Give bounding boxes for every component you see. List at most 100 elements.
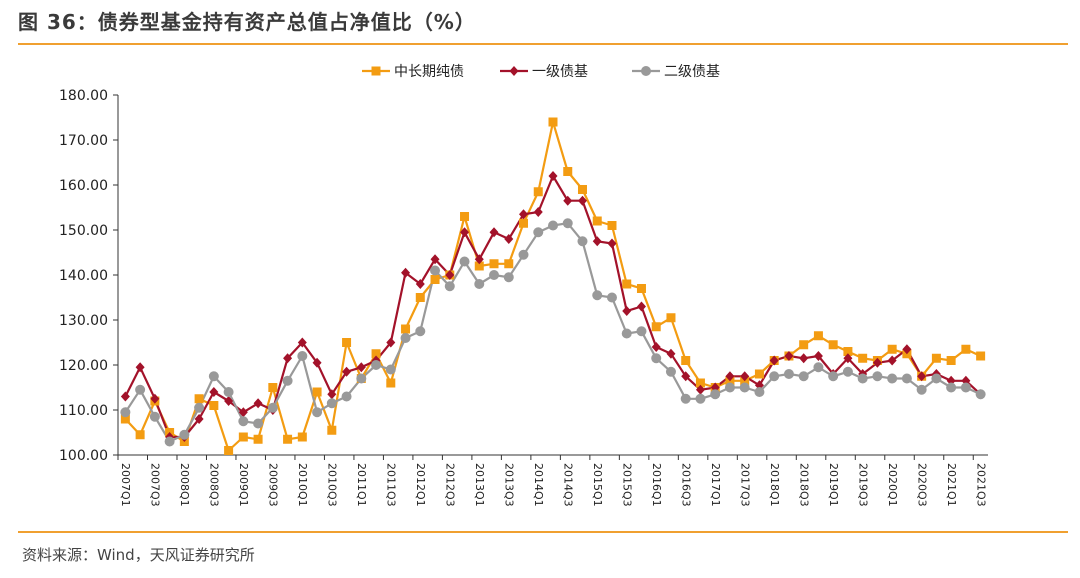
y-tick-label: 110.00 [59,403,108,419]
data-point-series-3 [842,366,853,377]
data-point-series-3 [813,362,824,373]
y-tick-label: 130.00 [59,313,108,329]
data-point-series-1 [533,187,543,197]
x-tick-label: 2007Q1 [119,463,132,507]
data-point-series-3 [916,384,927,395]
data-point-series-2 [681,371,691,382]
data-point-series-3 [179,429,190,440]
data-point-series-2 [415,279,425,289]
x-tick-label: 2015Q1 [591,463,604,507]
data-point-series-3 [754,387,765,397]
data-point-series-1 [371,349,381,359]
data-point-series-2 [194,414,204,424]
y-tick-label: 170.00 [59,133,108,149]
x-tick-label: 2010Q3 [325,463,338,507]
data-point-series-3 [282,375,293,386]
x-tick-label: 2012Q3 [443,463,456,507]
data-point-series-2 [607,238,617,249]
data-point-series-2 [636,301,646,312]
data-point-series-3 [901,373,912,384]
data-point-series-3 [253,418,264,429]
data-point-series-2 [592,236,602,247]
data-point-series-3 [857,373,868,384]
data-point-series-3 [326,398,337,409]
data-point-series-3 [164,436,175,447]
data-point-series-3 [385,364,396,375]
x-tick-label: 2015Q3 [620,463,633,507]
data-point-series-2 [887,355,897,366]
data-point-series-3 [872,371,883,382]
data-point-series-2 [327,389,337,400]
data-point-series-1 [268,383,278,392]
data-point-series-2 [312,357,322,368]
data-point-series-3 [887,373,898,384]
legend-label-3: 二级债基 [664,63,720,80]
data-point-series-2 [489,227,499,238]
data-point-series-3 [946,382,957,393]
data-point-series-2 [401,267,411,278]
data-point-series-1 [858,353,868,363]
data-point-series-2 [799,353,809,364]
data-point-series-3 [341,391,352,402]
data-point-series-2 [253,398,263,409]
y-tick-label: 120.00 [59,358,108,374]
data-point-series-2 [563,195,573,206]
x-tick-label: 2008Q3 [207,463,220,507]
x-tick-label: 2009Q3 [266,463,279,507]
data-point-series-1 [489,259,499,269]
data-point-series-1 [946,356,956,365]
data-point-series-1 [120,414,130,424]
legend-marker-3 [641,66,651,76]
data-point-series-1 [799,340,809,350]
data-point-series-1 [342,338,352,347]
data-point-series-3 [474,279,485,289]
data-point-series-3 [518,249,529,260]
data-point-series-2 [430,254,440,265]
x-tick-label: 2013Q1 [473,463,486,507]
data-point-series-1 [135,430,145,440]
data-point-series-1 [577,185,587,194]
data-point-series-2 [740,371,750,382]
data-point-series-3 [621,328,632,339]
x-tick-label: 2013Q3 [502,463,515,507]
x-tick-label: 2010Q1 [296,463,309,507]
y-tick-label: 100.00 [59,448,108,464]
data-point-series-3 [695,393,706,404]
data-point-series-2 [872,357,882,368]
data-point-series-1 [681,356,691,365]
data-point-series-1 [887,344,897,354]
data-point-series-3 [356,373,367,384]
x-tick-label: 2007Q3 [148,463,161,507]
data-point-series-2 [283,353,293,364]
data-point-series-1 [474,261,484,271]
data-point-series-3 [400,333,411,343]
data-point-series-2 [224,396,234,406]
data-point-series-3 [533,227,544,238]
data-point-series-1 [695,378,705,388]
data-point-series-1 [828,340,838,350]
data-point-series-2 [120,391,130,402]
data-point-series-3 [297,351,308,361]
data-point-series-1 [976,351,986,361]
data-point-series-3 [267,402,278,413]
data-point-series-1 [813,331,823,341]
data-point-series-2 [135,362,145,373]
data-point-series-3 [931,373,942,384]
data-point-series-1 [312,387,322,397]
data-point-series-1 [563,167,573,176]
data-point-series-1 [224,446,234,455]
data-point-series-3 [489,270,500,280]
series-line-3 [124,222,982,443]
data-point-series-1 [297,432,307,442]
data-point-series-3 [606,292,617,303]
data-point-series-1 [636,284,646,293]
data-point-series-2 [297,337,307,348]
data-point-series-1 [931,353,941,363]
x-tick-label: 2020Q1 [886,463,899,507]
data-point-series-2 [577,195,587,206]
data-point-series-3 [120,407,131,418]
legend-marker-1 [371,66,381,76]
axes: 100.00 110.00 120.00 130.00 140.00 150.00 160.… [59,88,988,507]
y-tick-label: 180.00 [59,88,108,104]
data-point-series-2 [902,344,912,355]
